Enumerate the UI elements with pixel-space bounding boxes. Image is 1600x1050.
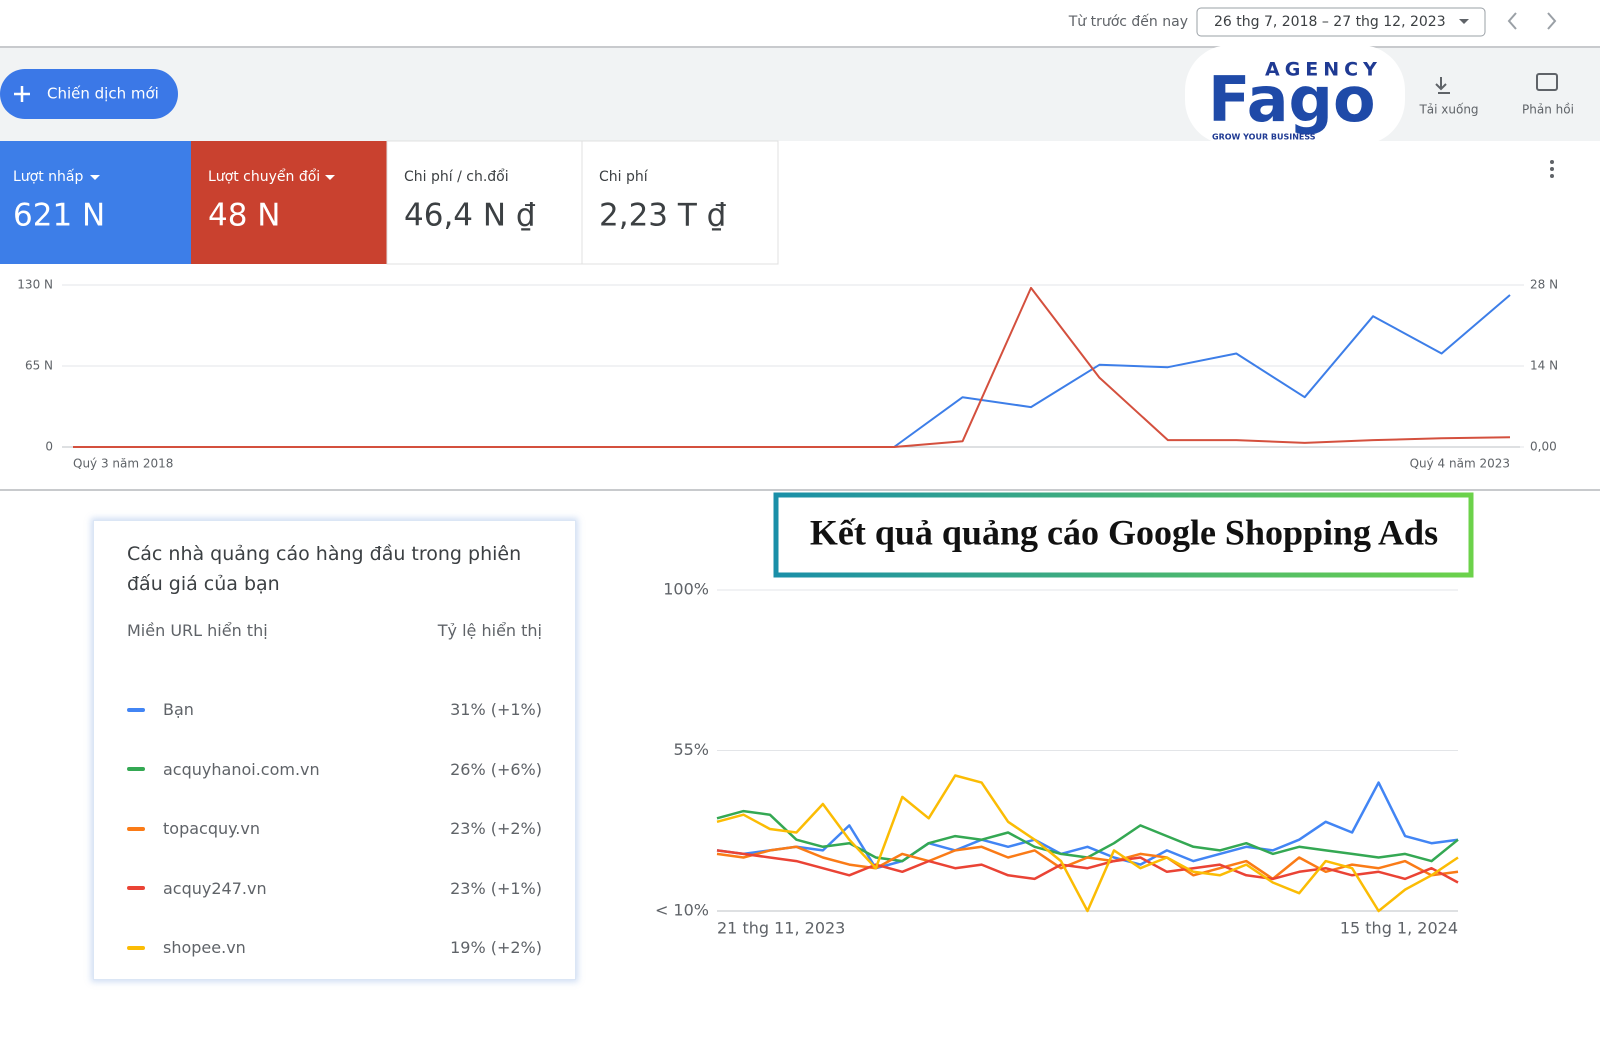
y2-tick-label: 28 N bbox=[1530, 278, 1558, 292]
y-tick-label: 0 bbox=[45, 440, 53, 454]
logo-backdrop bbox=[1185, 45, 1405, 145]
impression-share: 26% (+6%) bbox=[450, 759, 542, 779]
legend-row: shopee.vn 19% (+2%) bbox=[127, 918, 542, 978]
y-tick-label: 65 N bbox=[25, 359, 53, 373]
legend-row: topacquy.vn 23% (+2%) bbox=[127, 799, 542, 859]
x-tick-label: 15 thg 1, 2024 bbox=[1340, 919, 1458, 938]
legend-label: acquy247.vn bbox=[163, 878, 267, 898]
feedback-label[interactable]: Phản hồi bbox=[1522, 103, 1574, 117]
legend-swatch bbox=[127, 886, 145, 891]
metric-tile[interactable] bbox=[191, 141, 387, 264]
column-header: Miền URL hiển thị bbox=[127, 621, 268, 640]
legend-row: Bạn 31% (+1%) bbox=[127, 680, 542, 740]
metric-value: 621 N bbox=[13, 198, 105, 234]
logo-brand: Fago bbox=[1208, 63, 1376, 136]
date-range: 26 thg 7, 2018 – 27 thg 12, 2023 bbox=[1214, 14, 1446, 30]
new-campaign-button[interactable] bbox=[0, 69, 178, 119]
date-range-picker[interactable] bbox=[1196, 7, 1486, 37]
metric-value: 2,23 T ₫ bbox=[599, 198, 727, 234]
series-line bbox=[716, 774, 1459, 913]
series-line bbox=[73, 286, 1511, 448]
series-line bbox=[716, 809, 1459, 863]
y-tick-label: 100% bbox=[663, 580, 709, 599]
logo-agency: AGENCY bbox=[1265, 59, 1382, 81]
legend-label: acquyhanoi.com.vn bbox=[163, 759, 320, 779]
legend-row: acquyhanoi.com.vn 26% (+6%) bbox=[127, 740, 542, 800]
metric-dropdown[interactable] bbox=[325, 175, 335, 180]
x-tick-label: 21 thg 11, 2023 bbox=[717, 919, 845, 938]
series-line bbox=[716, 781, 1459, 870]
y-tick-label: 55% bbox=[673, 740, 709, 759]
x-tick-label: Quý 4 năm 2023 bbox=[1410, 457, 1510, 471]
legend-label: Bạn bbox=[163, 700, 194, 720]
y2-tick-label: 14 N bbox=[1530, 359, 1558, 373]
card-header: Miền URL hiển thị Tỷ lệ hiển thị bbox=[127, 621, 542, 640]
auction-card: Các nhà quảng cáo hàng đầu trong phiên đ… bbox=[93, 520, 576, 980]
impression-share: 31% (+1%) bbox=[450, 700, 542, 720]
metric-tile[interactable] bbox=[581, 140, 779, 265]
card-rows: Bạn 31% (+1%) acquyhanoi.com.vn 26% (+6%) to… bbox=[127, 680, 542, 978]
dropdown-arrow bbox=[1459, 19, 1469, 24]
y2-tick-label: 0,00 bbox=[1530, 440, 1557, 454]
next-button[interactable] bbox=[1547, 12, 1557, 30]
metric-label: Lượt nhấp bbox=[13, 169, 84, 185]
metric-label: Chi phí / ch.đổi bbox=[404, 168, 509, 185]
legend-swatch bbox=[127, 707, 145, 712]
new-campaign-label: Chiến dịch mới bbox=[47, 85, 159, 103]
prev-button[interactable] bbox=[1507, 12, 1517, 30]
y-tick-label: 130 N bbox=[17, 278, 53, 292]
metric-value: 46,4 N ₫ bbox=[404, 198, 536, 234]
more-menu[interactable] bbox=[1550, 160, 1554, 178]
metric-tile[interactable] bbox=[386, 140, 583, 265]
impression-share: 23% (+2%) bbox=[450, 819, 542, 839]
impression-share: 23% (+1%) bbox=[450, 878, 542, 898]
metric-label: Chi phí bbox=[599, 169, 649, 185]
logo-tagline: GROW YOUR BUSINESS bbox=[1212, 133, 1316, 142]
series-line bbox=[716, 849, 1459, 884]
plus-icon bbox=[14, 86, 30, 102]
card-title: Các nhà quảng cáo hàng đầu trong phiên đ… bbox=[127, 543, 522, 595]
legend-swatch bbox=[127, 767, 145, 772]
legend-swatch bbox=[127, 945, 145, 950]
banner-title: Kết quả quảng cáo Google Shopping Ads bbox=[810, 512, 1438, 552]
x-tick-label: Quý 3 năm 2018 bbox=[73, 457, 173, 471]
banner-frame bbox=[773, 492, 1474, 578]
download-label[interactable]: Tải xuống bbox=[1418, 103, 1478, 117]
legend-label: topacquy.vn bbox=[163, 819, 260, 839]
metric-label: Lượt chuyển đổi bbox=[208, 168, 320, 185]
legend-swatch bbox=[127, 826, 145, 831]
column-header: Tỷ lệ hiển thị bbox=[437, 621, 542, 640]
range-label: Từ trước đến nay bbox=[1068, 13, 1188, 30]
legend-row: acquy247.vn 23% (+1%) bbox=[127, 859, 542, 919]
y-tick-label: < 10% bbox=[655, 901, 709, 920]
impression-share: 19% (+2%) bbox=[450, 938, 542, 958]
metric-tile[interactable] bbox=[0, 141, 191, 264]
download-icon[interactable] bbox=[1435, 77, 1450, 94]
legend-label: shopee.vn bbox=[163, 938, 246, 958]
metric-dropdown[interactable] bbox=[90, 175, 100, 180]
metric-value: 48 N bbox=[208, 198, 281, 234]
series-line bbox=[73, 294, 1511, 448]
feedback-icon[interactable] bbox=[1536, 73, 1558, 91]
